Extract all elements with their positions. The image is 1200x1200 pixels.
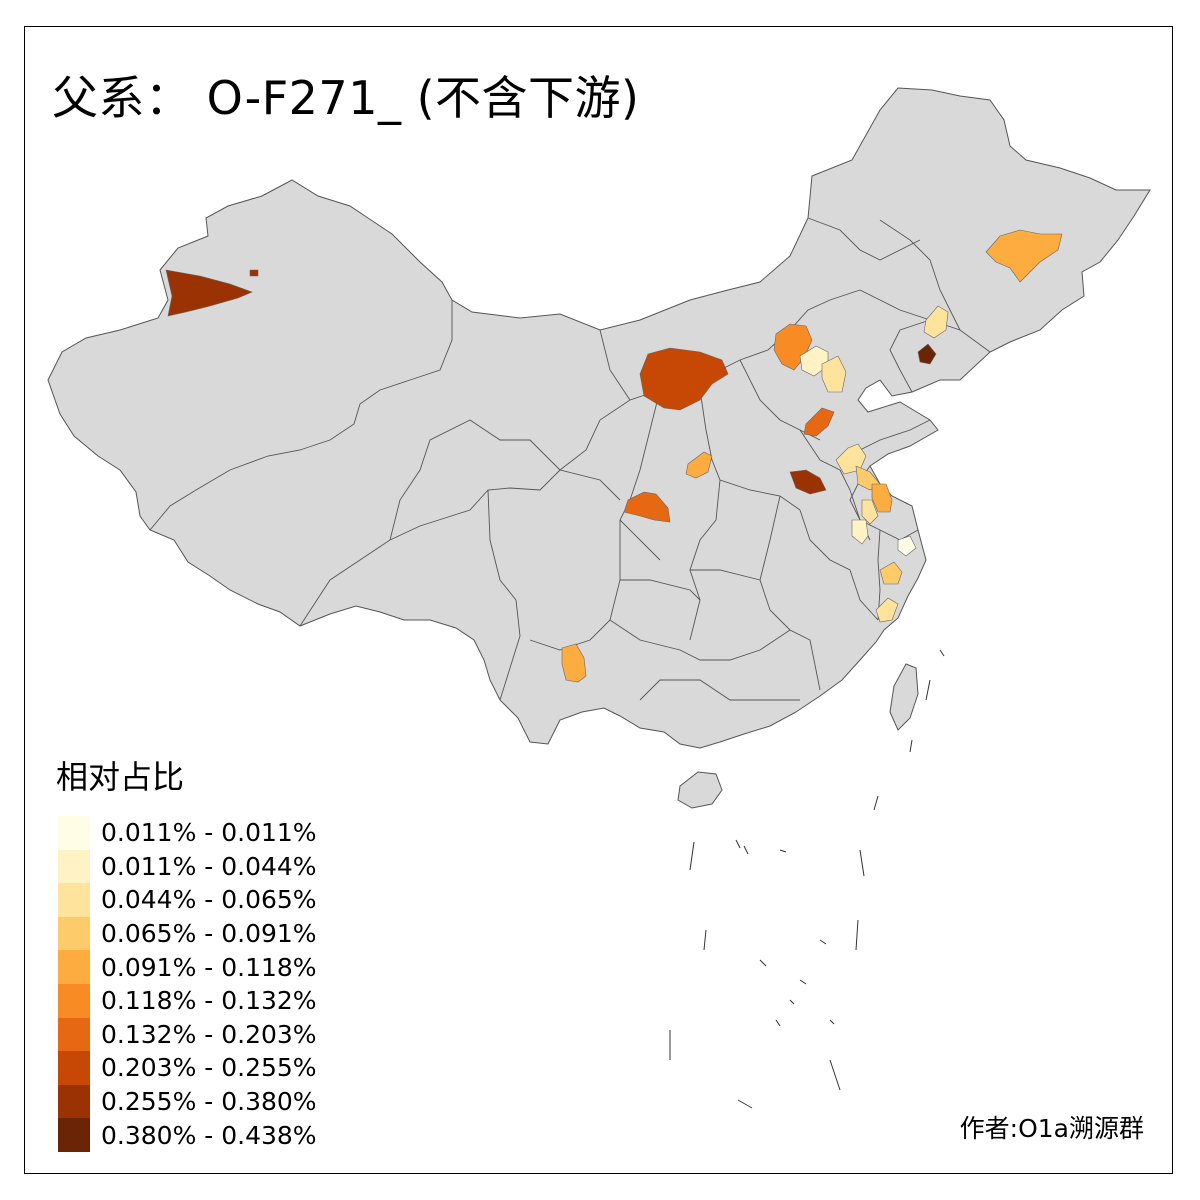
china-landmass (47, 87, 1151, 749)
legend-item: 0.380% - 0.438% (58, 1118, 317, 1152)
legend-item: 0.091% - 0.118% (58, 950, 317, 984)
legend-label: 0.255% - 0.380% (101, 1087, 317, 1117)
legend-label: 0.011% - 0.011% (101, 818, 317, 848)
legend-swatch (58, 816, 90, 850)
legend-swatch (58, 983, 90, 1018)
region-liaoning-light (923, 305, 949, 339)
legend-swatch (58, 883, 90, 917)
legend-rows: 0.011% - 0.011% 0.011% - 0.044% 0.044% -… (58, 816, 317, 1152)
taiwan-island (889, 663, 919, 731)
region-ningxia-shaanxi (623, 491, 671, 523)
south-sea-marks (669, 649, 945, 1109)
legend-label: 0.380% - 0.438% (101, 1120, 317, 1150)
legend-swatch (58, 849, 90, 884)
legend-label: 0.091% - 0.118% (101, 952, 317, 982)
legend-item: 0.118% - 0.132% (58, 983, 317, 1018)
legend-item: 0.255% - 0.380% (58, 1084, 317, 1119)
legend-label: 0.044% - 0.065% (101, 885, 317, 915)
legend-item: 0.203% - 0.255% (58, 1051, 317, 1085)
region-dalian (917, 343, 937, 365)
region-henan-east (789, 469, 827, 495)
region-anhui-central (851, 519, 869, 545)
legend-item: 0.011% - 0.011% (58, 816, 317, 850)
hainan-island (677, 771, 723, 809)
region-shanxi-small (685, 451, 713, 479)
region-jiangsu-north2 (871, 483, 893, 513)
region-anhui-north (861, 499, 879, 525)
region-hebei-south (803, 407, 835, 437)
legend-label: 0.118% - 0.132% (101, 986, 317, 1016)
legend-item: 0.065% - 0.091% (58, 916, 317, 951)
region-hebei-light2 (821, 355, 847, 393)
legend-item: 0.011% - 0.044% (58, 849, 317, 884)
region-zhejiang-north (879, 561, 903, 585)
region-yunnan (561, 643, 587, 683)
region-heilongjiang (985, 229, 1063, 283)
province-borders (149, 217, 991, 701)
legend-item: 0.044% - 0.065% (58, 883, 317, 917)
legend-swatch (58, 1051, 90, 1085)
legend-title: 相对占比 (56, 758, 185, 796)
legend-swatch (58, 916, 90, 951)
region-shanghai-area (897, 535, 917, 557)
region-xinjiang-dot (249, 269, 259, 277)
legend-label: 0.132% - 0.203% (101, 1019, 317, 1049)
legend-swatch (58, 950, 90, 984)
legend-swatch (58, 1118, 90, 1152)
legend-label: 0.203% - 0.255% (101, 1053, 317, 1083)
highlighted-regions (165, 229, 1063, 683)
author-credit: 作者:O1a溯源群 (959, 1114, 1144, 1143)
region-xinjiang-northwest (165, 269, 253, 317)
legend-label: 0.065% - 0.091% (101, 919, 317, 949)
region-inner-mongolia-west (639, 347, 729, 411)
map-title: 父系： O-F271_ (不含下游) (52, 71, 640, 125)
legend-swatch (58, 1084, 90, 1119)
region-shandong-west (835, 443, 867, 475)
legend-item: 0.132% - 0.203% (58, 1017, 317, 1052)
legend-swatch (58, 1017, 90, 1052)
legend-label: 0.011% - 0.044% (101, 851, 317, 881)
region-zhejiang-south (875, 597, 899, 623)
legend: 相对占比 0.011% - 0.011% 0.011% - 0.044% 0.0… (56, 752, 317, 1152)
